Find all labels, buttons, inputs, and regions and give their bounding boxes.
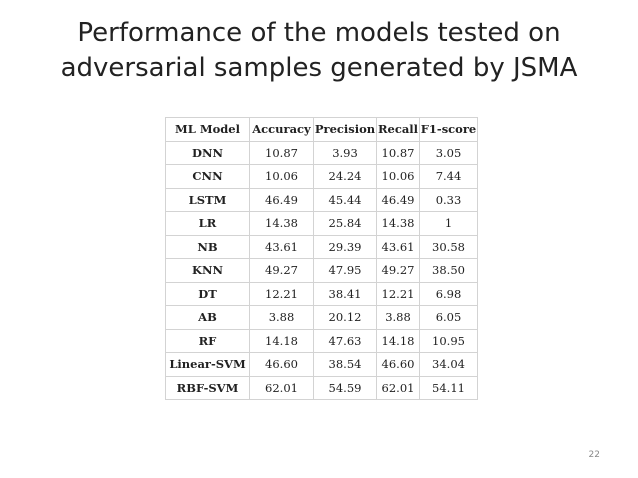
table-body: DNN 10.87 3.93 10.87 3.05 CNN 10.06 24.24 10.06 7… xyxy=(165,140,478,400)
metric-cell: 10.95 xyxy=(419,328,478,353)
metric-cell: 12.21 xyxy=(249,281,314,306)
model-name-cell: RF xyxy=(165,328,250,353)
metric-cell: 10.06 xyxy=(249,164,314,189)
metric-cell: 7.44 xyxy=(419,164,478,189)
metric-cell: 3.88 xyxy=(376,305,420,330)
metric-cell: 43.61 xyxy=(249,234,314,259)
slide-title-line-2: adversarial samples generated by JSMA xyxy=(60,53,578,83)
table-row: DT 12.21 38.41 12.21 6.98 xyxy=(165,281,478,306)
metric-cell: 46.49 xyxy=(249,187,314,212)
table-row: NB 43.61 29.39 43.61 30.58 xyxy=(165,234,478,259)
table-row: Linear-SVM 46.60 38.54 46.60 34.04 xyxy=(165,352,478,377)
metric-cell: 38.54 xyxy=(313,352,377,377)
metric-cell: 1 xyxy=(419,211,478,236)
metric-cell: 54.59 xyxy=(313,375,377,400)
metric-cell: 6.98 xyxy=(419,281,478,306)
column-header-accuracy: Accuracy xyxy=(249,117,314,142)
metric-cell: 10.87 xyxy=(376,140,420,165)
results-table-container: ML Model Accuracy Precision Recall F1-sc… xyxy=(165,117,478,400)
model-name-cell: LR xyxy=(165,211,250,236)
metric-cell: 34.04 xyxy=(419,352,478,377)
results-table: ML Model Accuracy Precision Recall F1-sc… xyxy=(165,117,478,400)
metric-cell: 3.88 xyxy=(249,305,314,330)
column-header-ml-model: ML Model xyxy=(165,117,250,142)
metric-cell: 14.18 xyxy=(376,328,420,353)
model-name-cell: Linear-SVM xyxy=(165,352,250,377)
metric-cell: 6.05 xyxy=(419,305,478,330)
metric-cell: 10.06 xyxy=(376,164,420,189)
metric-cell: 38.41 xyxy=(313,281,377,306)
column-header-f1-score: F1-score xyxy=(419,117,478,142)
page-number: 22 xyxy=(588,450,600,460)
table-row: LSTM 46.49 45.44 46.49 0.33 xyxy=(165,187,478,212)
metric-cell: 47.95 xyxy=(313,258,377,283)
metric-cell: 14.38 xyxy=(249,211,314,236)
metric-cell: 3.05 xyxy=(419,140,478,165)
metric-cell: 24.24 xyxy=(313,164,377,189)
model-name-cell: AB xyxy=(165,305,250,330)
metric-cell: 14.38 xyxy=(376,211,420,236)
table-row: LR 14.38 25.84 14.38 1 xyxy=(165,211,478,236)
model-name-cell: LSTM xyxy=(165,187,250,212)
model-name-cell: RBF-SVM xyxy=(165,375,250,400)
metric-cell: 49.27 xyxy=(249,258,314,283)
metric-cell: 47.63 xyxy=(313,328,377,353)
metric-cell: 45.44 xyxy=(313,187,377,212)
metric-cell: 30.58 xyxy=(419,234,478,259)
metric-cell: 54.11 xyxy=(419,375,478,400)
column-header-recall: Recall xyxy=(376,117,420,142)
column-header-precision: Precision xyxy=(313,117,377,142)
metric-cell: 62.01 xyxy=(376,375,420,400)
metric-cell: 12.21 xyxy=(376,281,420,306)
metric-cell: 49.27 xyxy=(376,258,420,283)
table-row: RF 14.18 47.63 14.18 10.95 xyxy=(165,328,478,353)
metric-cell: 46.49 xyxy=(376,187,420,212)
slide-title: Performance of the models tested on adve… xyxy=(0,16,638,86)
metric-cell: 20.12 xyxy=(313,305,377,330)
metric-cell: 3.93 xyxy=(313,140,377,165)
metric-cell: 10.87 xyxy=(249,140,314,165)
table-row: RBF-SVM 62.01 54.59 62.01 54.11 xyxy=(165,375,478,400)
metric-cell: 46.60 xyxy=(249,352,314,377)
model-name-cell: DNN xyxy=(165,140,250,165)
table-row: AB 3.88 20.12 3.88 6.05 xyxy=(165,305,478,330)
table-header-row: ML Model Accuracy Precision Recall F1-sc… xyxy=(165,117,478,142)
table-row: DNN 10.87 3.93 10.87 3.05 xyxy=(165,140,478,165)
model-name-cell: CNN xyxy=(165,164,250,189)
model-name-cell: DT xyxy=(165,281,250,306)
slide-title-line-1: Performance of the models tested on xyxy=(77,18,561,48)
table-row: KNN 49.27 47.95 49.27 38.50 xyxy=(165,258,478,283)
metric-cell: 29.39 xyxy=(313,234,377,259)
metric-cell: 46.60 xyxy=(376,352,420,377)
model-name-cell: NB xyxy=(165,234,250,259)
metric-cell: 14.18 xyxy=(249,328,314,353)
metric-cell: 38.50 xyxy=(419,258,478,283)
metric-cell: 43.61 xyxy=(376,234,420,259)
metric-cell: 25.84 xyxy=(313,211,377,236)
model-name-cell: KNN xyxy=(165,258,250,283)
metric-cell: 62.01 xyxy=(249,375,314,400)
table-row: CNN 10.06 24.24 10.06 7.44 xyxy=(165,164,478,189)
metric-cell: 0.33 xyxy=(419,187,478,212)
